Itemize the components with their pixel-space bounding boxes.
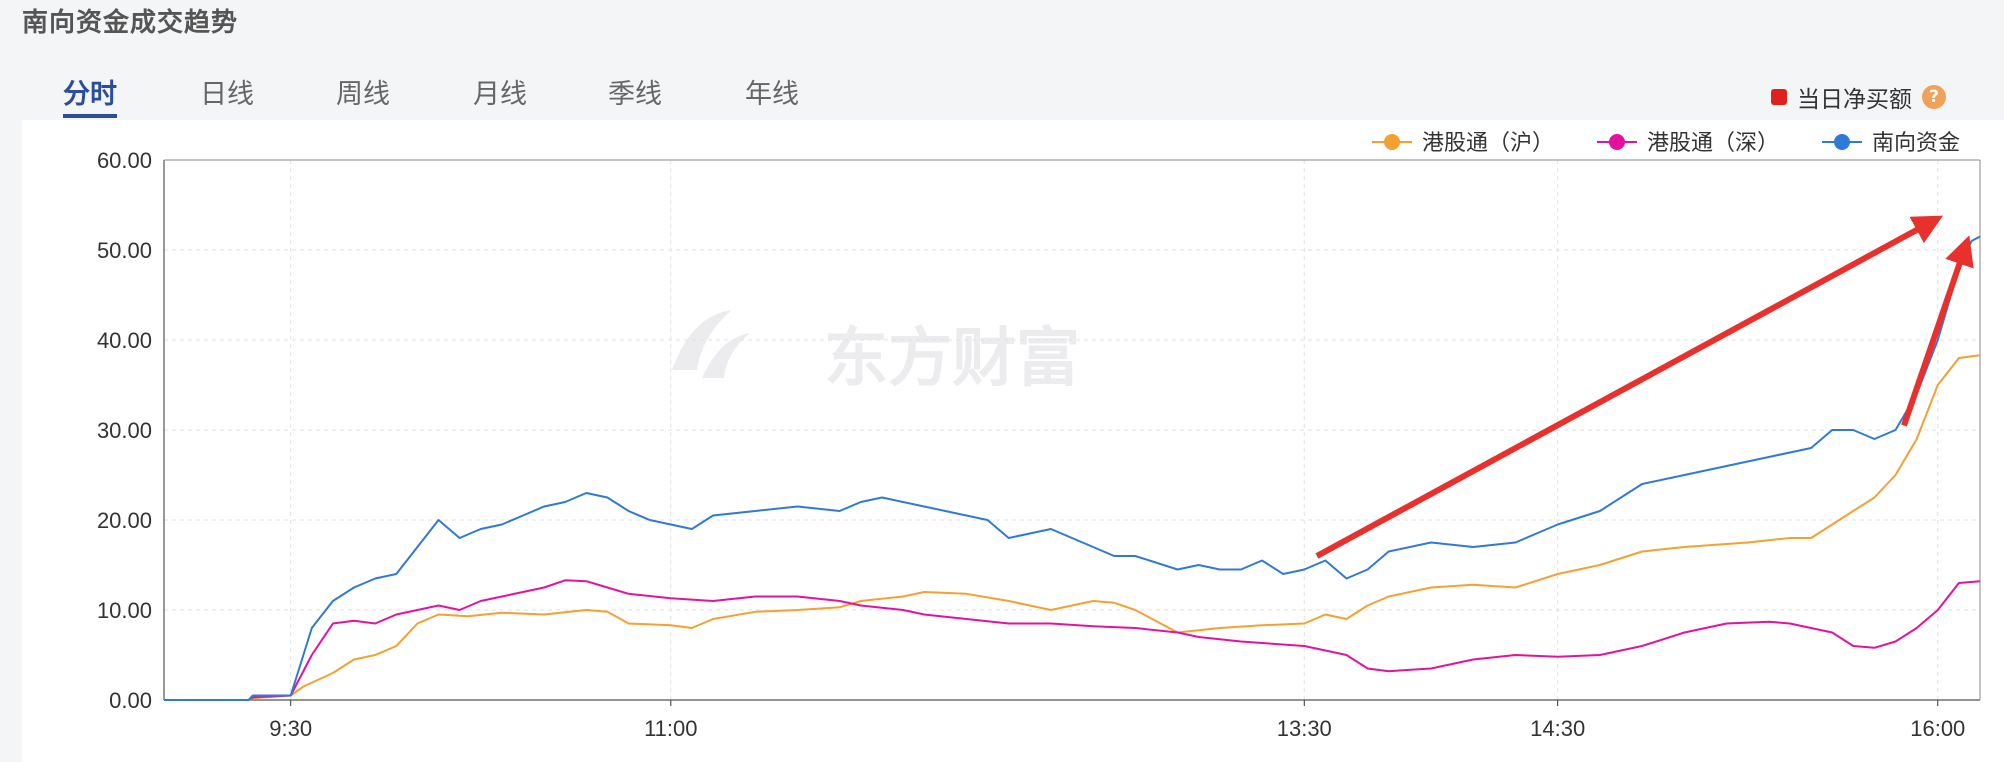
x-tick-label: 11:00 — [644, 716, 697, 741]
tab-yearly[interactable]: 年线 — [745, 79, 799, 110]
net-buy-square-icon — [1771, 89, 1787, 105]
y-tick-label: 50.00 — [97, 238, 152, 263]
legend-label-3: 南向资金 — [1872, 131, 1960, 156]
legend-label-2: 港股通（深） — [1647, 131, 1779, 156]
trend-arrow-2 — [1901, 235, 1974, 427]
x-tick-label: 14:30 — [1530, 716, 1585, 741]
tab-intraday[interactable]: 分时 — [63, 72, 117, 118]
trend-arrow-1 — [1315, 215, 1944, 559]
tab-weekly[interactable]: 周线 — [336, 79, 390, 110]
net-buy-label: 当日净买额 — [1797, 87, 1912, 113]
net-buy-toggle[interactable]: 当日净买额 ? — [1771, 80, 1946, 114]
y-tick-label: 30.00 — [97, 418, 152, 443]
y-tick-label: 10.00 — [97, 598, 152, 623]
legend-marker-3 — [1834, 134, 1850, 150]
x-tick-label: 16:00 — [1910, 716, 1965, 741]
y-tick-label: 60.00 — [97, 148, 152, 173]
page-title: 南向资金成交趋势 — [22, 8, 239, 38]
series-line-3 — [164, 235, 1981, 701]
watermark-text: 东方财富 — [824, 322, 1080, 396]
y-tick-label: 0.00 — [109, 688, 152, 713]
series-line-2 — [164, 579, 1981, 701]
tab-monthly[interactable]: 月线 — [473, 79, 527, 110]
legend-marker-2 — [1609, 134, 1625, 150]
y-tick-label: 20.00 — [97, 508, 152, 533]
tab-active-underline — [63, 114, 117, 118]
tab-quarterly[interactable]: 季线 — [608, 79, 662, 110]
y-tick-label: 40.00 — [97, 328, 152, 353]
legend-marker-1 — [1384, 134, 1400, 150]
help-icon[interactable]: ? — [1922, 85, 1946, 109]
tab-daily[interactable]: 日线 — [200, 79, 254, 110]
x-tick-label: 9:30 — [269, 716, 312, 741]
legend-label-1: 港股通（沪） — [1422, 131, 1554, 156]
watermark-logo-icon — [672, 310, 750, 378]
southbound-trend-chart: 东方财富 0.00 10.00 20.00 30.00 40.00 50.00 60.00 9:… — [97, 131, 1981, 741]
chart-panel: 东方财富 0.00 10.00 20.00 30.00 40.00 50.00 60.00 9:… — [22, 120, 2004, 762]
x-tick-label: 13:30 — [1277, 716, 1332, 741]
series-line-1 — [164, 354, 1981, 701]
